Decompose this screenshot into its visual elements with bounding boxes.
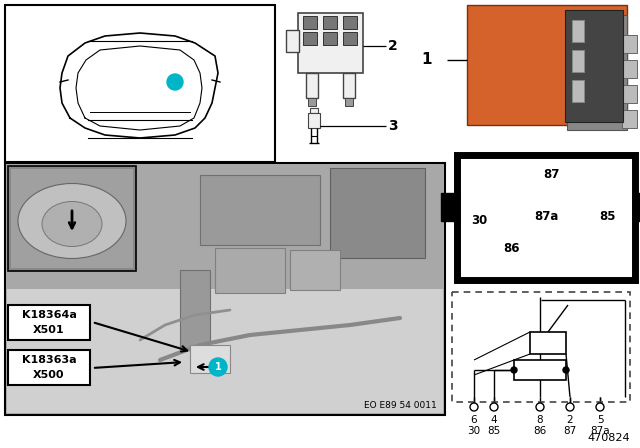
Text: 4: 4 bbox=[491, 415, 497, 425]
Bar bbox=[8, 305, 90, 340]
Text: 86: 86 bbox=[504, 241, 520, 254]
Bar bbox=[323, 32, 337, 45]
Bar bbox=[8, 350, 90, 385]
Bar bbox=[343, 16, 357, 29]
Text: K18364a: K18364a bbox=[22, 310, 76, 320]
Bar bbox=[565, 10, 623, 122]
Bar bbox=[8, 166, 136, 271]
Ellipse shape bbox=[42, 202, 102, 246]
Bar bbox=[467, 5, 627, 125]
Circle shape bbox=[563, 367, 569, 373]
Bar bbox=[303, 32, 317, 45]
Text: K18363a: K18363a bbox=[22, 355, 76, 365]
Text: 470824: 470824 bbox=[588, 433, 630, 443]
Bar bbox=[308, 113, 320, 128]
Bar bbox=[306, 73, 318, 98]
Bar bbox=[622, 60, 637, 78]
Text: 30: 30 bbox=[471, 214, 487, 227]
Text: 1: 1 bbox=[214, 362, 221, 372]
Bar bbox=[298, 13, 363, 73]
Circle shape bbox=[470, 403, 478, 411]
Circle shape bbox=[566, 403, 574, 411]
Bar bbox=[572, 80, 584, 102]
Bar bbox=[310, 108, 318, 113]
Text: 87a: 87a bbox=[534, 211, 558, 224]
Bar bbox=[452, 292, 630, 402]
Bar bbox=[323, 16, 337, 29]
Text: 1: 1 bbox=[422, 52, 432, 68]
Bar bbox=[5, 163, 445, 415]
Bar bbox=[200, 175, 320, 245]
Circle shape bbox=[536, 403, 544, 411]
Circle shape bbox=[511, 367, 517, 373]
Circle shape bbox=[596, 403, 604, 411]
Bar bbox=[633, 193, 640, 221]
Bar bbox=[457, 155, 635, 280]
Text: 5: 5 bbox=[596, 415, 604, 425]
Text: 85: 85 bbox=[488, 426, 500, 436]
Text: X500: X500 bbox=[33, 370, 65, 380]
Bar bbox=[514, 360, 566, 380]
Bar bbox=[345, 98, 353, 106]
Bar bbox=[572, 20, 584, 42]
Bar bbox=[622, 110, 637, 128]
Bar bbox=[452, 292, 630, 402]
Text: 87a: 87a bbox=[590, 426, 610, 436]
Bar bbox=[11, 169, 133, 268]
Text: 6: 6 bbox=[470, 415, 477, 425]
Bar bbox=[7, 165, 443, 413]
Text: EO E89 54 0011: EO E89 54 0011 bbox=[364, 401, 437, 409]
Bar bbox=[567, 15, 627, 130]
Circle shape bbox=[167, 74, 183, 90]
Bar bbox=[180, 270, 210, 350]
Bar bbox=[290, 250, 340, 290]
Bar bbox=[215, 248, 285, 293]
Bar bbox=[303, 16, 317, 29]
Circle shape bbox=[490, 403, 498, 411]
Bar bbox=[190, 345, 230, 373]
Bar bbox=[343, 32, 357, 45]
Text: 2: 2 bbox=[388, 39, 397, 53]
Text: 86: 86 bbox=[533, 426, 547, 436]
Bar bbox=[308, 98, 316, 106]
Text: 1: 1 bbox=[172, 77, 179, 87]
Text: 3: 3 bbox=[388, 119, 397, 133]
Bar bbox=[330, 168, 425, 258]
Bar bbox=[7, 165, 443, 291]
Text: 87: 87 bbox=[543, 168, 559, 181]
Bar bbox=[572, 50, 584, 72]
Text: 2: 2 bbox=[566, 415, 573, 425]
Bar bbox=[622, 85, 637, 103]
Bar bbox=[622, 35, 637, 53]
Bar bbox=[286, 30, 299, 52]
Text: 85: 85 bbox=[599, 211, 615, 224]
Text: 8: 8 bbox=[537, 415, 543, 425]
Circle shape bbox=[209, 358, 227, 376]
Text: 87: 87 bbox=[563, 426, 577, 436]
Text: X501: X501 bbox=[33, 325, 65, 335]
Ellipse shape bbox=[18, 184, 126, 258]
Bar bbox=[5, 5, 275, 162]
Bar bbox=[441, 193, 459, 221]
Text: 30: 30 bbox=[467, 426, 481, 436]
Bar bbox=[7, 289, 443, 413]
Bar bbox=[530, 332, 566, 354]
Bar bbox=[343, 73, 355, 98]
